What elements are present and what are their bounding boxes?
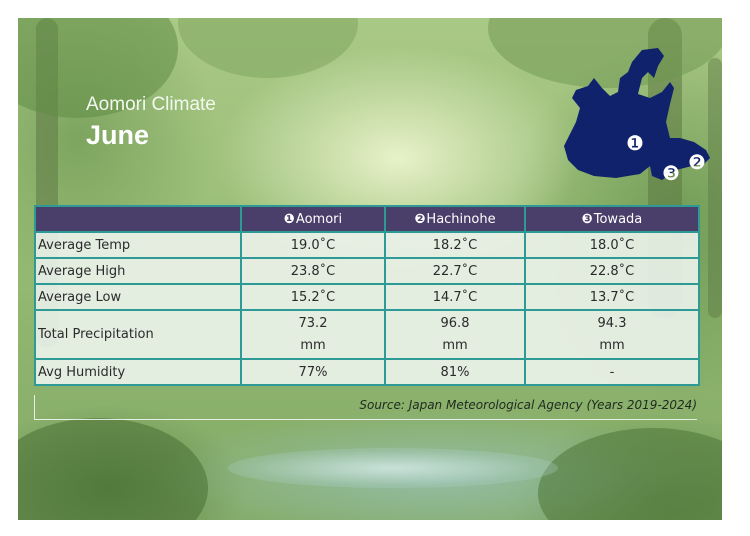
tree-trunk-mid-right [708,58,722,318]
row-label: Avg Humidity [34,358,242,386]
table-row: Avg Humidity 77% 81% - [34,358,700,386]
table-row: Average High 23.8˚C 22.7˚C 22.8˚C [34,257,700,285]
column-header-aomori: ❶Aomori [240,205,386,233]
aomori-map: ❶ ❷ ❸ [554,42,722,186]
precip-unit: mm [300,337,326,353]
column-header-hachinohe: ❷Hachinohe [384,205,526,233]
table-row: Average Low 15.2˚C 14.7˚C 13.7˚C [34,283,700,311]
table-cell: 18.2˚C [384,231,526,259]
column-name: Hachinohe [426,211,496,227]
marker-3-icon: ❸ [581,211,593,227]
table-cell: 81% [384,358,526,386]
table-cell: 22.8˚C [524,257,700,285]
row-label: Average High [34,257,242,285]
header-empty-cell [34,205,242,233]
table-cell: 15.2˚C [240,283,386,311]
table-cell: 19.0˚C [240,231,386,259]
precip-unit: mm [599,337,625,353]
marker-towada-icon: ❸ [662,161,680,185]
row-label: Average Low [34,283,242,311]
precip-unit: mm [442,337,468,353]
climate-table: ❶Aomori ❷Hachinohe ❸Towada Average Temp … [34,205,700,386]
row-label: Total Precipitation [34,309,242,360]
bush-bottom-right [538,428,722,520]
prefecture-shape [564,48,710,180]
table-cell: - [524,358,700,386]
foliage-top-mid [178,18,358,78]
table-cell: 96.8 mm [384,309,526,360]
row-label: Average Temp [34,231,242,259]
table-cell: 73.2 mm [240,309,386,360]
precip-value: 96.8 [440,315,470,331]
table-row: Total Precipitation 73.2 mm 96.8 mm 94.3 mm [34,309,700,360]
precip-value: 73.2 [298,315,328,331]
column-name: Aomori [295,211,343,227]
page-title: June [86,120,150,150]
forest-background: Aomori Climate June ❶ ❷ ❸ ❶Aomori ❷Hachi… [18,18,722,520]
table-cell: 23.8˚C [240,257,386,285]
table-header-row: ❶Aomori ❷Hachinohe ❸Towada [34,205,700,233]
aomori-prefecture-map-icon: ❶ ❷ ❸ [564,48,710,185]
precip-value: 94.3 [597,315,627,331]
table-cell: 77% [240,358,386,386]
table-cell: 18.0˚C [524,231,700,259]
table-cell: 14.7˚C [384,283,526,311]
stream [228,448,558,488]
table-cell: 13.7˚C [524,283,700,311]
marker-1-icon: ❶ [283,211,295,227]
table-cell: 22.7˚C [384,257,526,285]
source-citation: Source: Japan Meteorological Agency (Yea… [34,395,697,420]
marker-2-icon: ❷ [414,211,426,227]
table-row: Average Temp 19.0˚C 18.2˚C 18.0˚C [34,231,700,259]
marker-aomori-icon: ❶ [626,131,644,155]
bush-bottom-left [18,418,208,520]
column-header-towada: ❸Towada [524,205,700,233]
marker-hachinohe-icon: ❷ [688,150,706,174]
table-cell: 94.3 mm [524,309,700,360]
page-subtitle: Aomori Climate [86,94,216,115]
column-name: Towada [593,211,643,227]
